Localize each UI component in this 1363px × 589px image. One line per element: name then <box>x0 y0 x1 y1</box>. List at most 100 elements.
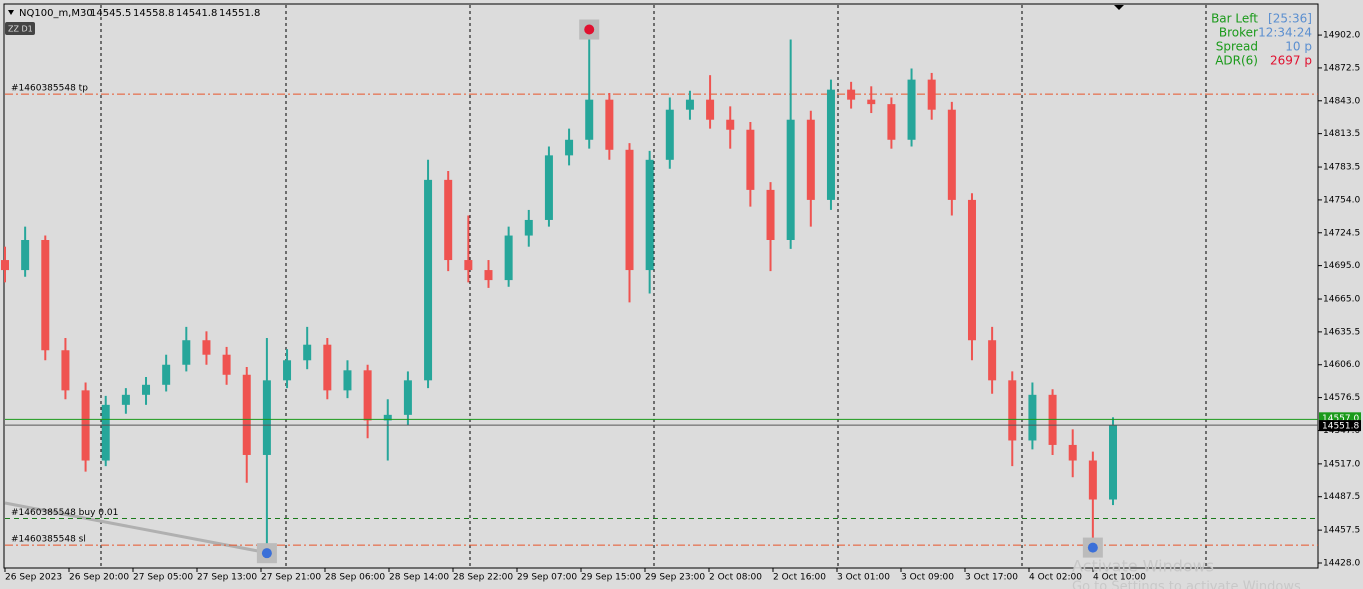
y-tick-label: 14754.0 <box>1323 195 1360 205</box>
header-value: 14551.8 <box>219 8 260 19</box>
candle-body <box>262 380 271 455</box>
candle-body <box>565 139 574 156</box>
x-tick-label: 28 Sep 22:00 <box>453 573 513 583</box>
candle-body <box>464 260 473 271</box>
candle-body <box>303 344 312 361</box>
candle-body <box>867 99 876 105</box>
x-tick-label: 29 Sep 07:00 <box>517 573 577 583</box>
candle-body <box>645 159 654 271</box>
info-name: Spread <box>1216 40 1258 54</box>
x-tick-label: 26 Sep 20:00 <box>69 573 129 583</box>
shift-marker <box>1114 5 1124 10</box>
symbol-title: NQ100_m,M30 <box>19 8 93 19</box>
y-tick-label: 14428.0 <box>1323 558 1360 568</box>
candle-body <box>786 119 795 241</box>
header-value: 14545.5 <box>90 8 131 19</box>
y-tick-label: 14457.5 <box>1323 526 1360 536</box>
candle-body <box>1109 425 1117 500</box>
candle-body <box>403 380 412 415</box>
candle-body <box>182 340 191 365</box>
info-name: ADR(6) <box>1215 54 1258 68</box>
y-tick-label: 14813.5 <box>1323 129 1360 139</box>
candle-body <box>806 119 815 200</box>
candle-body <box>383 414 392 421</box>
candle-body <box>1088 460 1097 500</box>
candle-body <box>21 240 30 271</box>
x-tick-label: 29 Sep 23:00 <box>645 573 705 583</box>
candle-body <box>1 260 9 271</box>
candle-body <box>162 364 171 385</box>
day-separators <box>100 5 1207 568</box>
candle-body <box>524 219 533 236</box>
order-label: #1460385548 buy 0.01 <box>11 508 118 518</box>
candle-body <box>121 394 130 405</box>
x-tick-label: 28 Sep 14:00 <box>389 573 449 583</box>
x-tick-label: 27 Sep 21:00 <box>261 573 321 583</box>
price-box <box>1319 412 1361 424</box>
zigzag-point <box>261 548 272 559</box>
y-tick-label: 14665.0 <box>1323 295 1360 305</box>
watermark: Go to Settings to activate Windows <box>1072 580 1301 589</box>
x-tick-label: 28 Sep 06:00 <box>325 573 385 583</box>
x-tick-label: 4 Oct 02:00 <box>1029 573 1082 583</box>
candle-body <box>605 99 614 150</box>
candle-body <box>847 89 856 100</box>
candle-body <box>1028 394 1037 441</box>
price-label: 14551.8 <box>1322 422 1359 432</box>
candle-body <box>444 179 453 261</box>
candle-body <box>1048 394 1057 445</box>
info-value: 2697 p <box>1270 54 1312 68</box>
candle-body <box>625 149 634 271</box>
candle-body <box>967 199 976 341</box>
info-value: [25:36] <box>1268 12 1312 26</box>
x-tick-label: 26 Sep 2023 <box>5 573 62 583</box>
info-name: Broker <box>1219 26 1258 40</box>
order-label: #1460385548 sl <box>11 535 86 545</box>
candle-body <box>988 340 997 381</box>
y-tick-label: 14576.5 <box>1323 393 1360 403</box>
y-tick-label: 14872.5 <box>1323 63 1360 73</box>
candle-body <box>504 235 513 281</box>
y-tick-label: 14695.0 <box>1323 261 1360 271</box>
y-tick-label: 14902.0 <box>1323 31 1360 41</box>
menu-arrow <box>8 10 14 15</box>
candle-body <box>706 99 715 120</box>
x-tick-label: 2 Oct 08:00 <box>709 573 762 583</box>
indicator-badge <box>5 22 35 35</box>
candle-body <box>1068 444 1077 461</box>
candle-body <box>746 129 755 190</box>
x-tick-label: 2 Oct 16:00 <box>773 573 826 583</box>
candle-body <box>726 119 735 130</box>
candle-body <box>283 360 292 381</box>
candle-body <box>363 370 372 421</box>
trend-line <box>4 501 259 553</box>
candle-body <box>665 109 674 160</box>
info-value: 12:34:24 <box>1258 26 1312 40</box>
candle-body <box>101 404 110 461</box>
candle-body <box>685 99 694 110</box>
candle-body <box>41 240 50 351</box>
price-label: 14557.0 <box>1322 414 1359 424</box>
candle-body <box>202 340 211 355</box>
info-name: Bar Left <box>1211 12 1258 26</box>
x-tick-label: 3 Oct 01:00 <box>837 573 890 583</box>
info-value: 10 p <box>1285 40 1312 54</box>
header-value: 14558.8 <box>133 8 174 19</box>
price-box <box>1319 420 1361 432</box>
y-tick-label: 14517.0 <box>1323 459 1360 469</box>
candle-body <box>142 384 151 395</box>
header-value: 14541.8 <box>176 8 217 19</box>
watermark: Activate Windows <box>1072 557 1214 576</box>
candle-body <box>907 79 916 140</box>
candle-body <box>766 189 775 241</box>
candle-body <box>585 99 594 140</box>
candle-body <box>222 354 231 375</box>
candle-body <box>323 344 332 391</box>
candle-body <box>484 270 493 281</box>
y-tick-label: 14487.5 <box>1323 492 1360 502</box>
y-tick-label: 14724.5 <box>1323 228 1360 238</box>
x-tick-label: 3 Oct 09:00 <box>901 573 954 583</box>
x-tick-label: 4 Oct 10:00 <box>1093 573 1146 583</box>
candle-body <box>544 155 553 220</box>
